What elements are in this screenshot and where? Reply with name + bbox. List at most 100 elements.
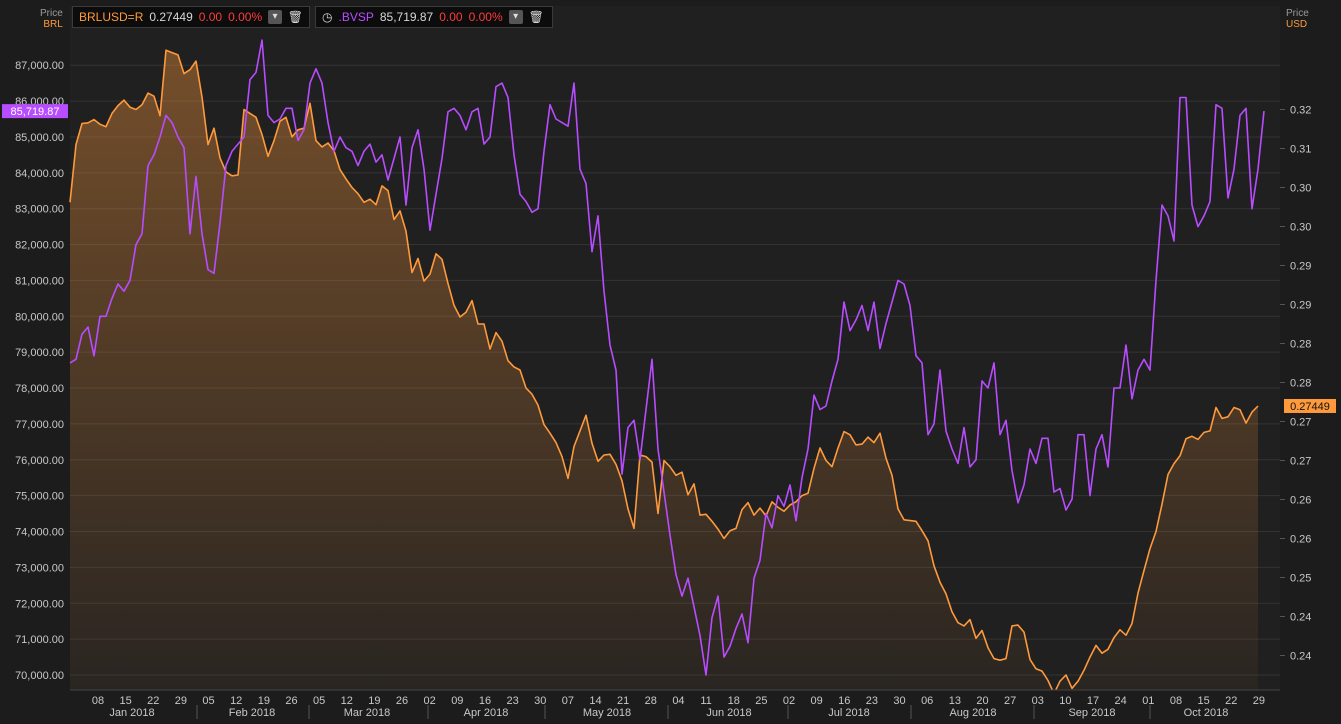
left-tick-label: 76,000.00	[15, 455, 64, 467]
right-tick-label: 0.27	[1290, 417, 1311, 429]
legend-bvsp-change-pct: 0.00%	[468, 10, 503, 24]
legend-bvsp-change: 0.00	[439, 10, 463, 24]
bvsp-series	[69, 39, 1265, 676]
legend-brl-value: 0.27449	[149, 10, 193, 24]
x-day-label: 15	[120, 695, 132, 707]
x-day-label: 26	[396, 695, 408, 707]
right-tick-label: 0.32	[1290, 105, 1311, 117]
left-tick-label: 82,000.00	[15, 240, 64, 252]
trash-icon[interactable]: 🗑	[287, 10, 303, 24]
right-tick-label: 0.29	[1290, 261, 1311, 273]
x-axis-band	[70, 690, 1280, 719]
x-day-label: 09	[451, 695, 463, 707]
x-axis: 08 15 22 29 05 12 19 26 05 12 19 26 02 09 16 23 30 07 14 21…	[70, 689, 1280, 719]
x-month-label: Feb 2018	[229, 707, 275, 719]
x-day-label: 27	[1004, 695, 1016, 707]
right-tick-label: 0.29	[1290, 300, 1311, 312]
legend-brl[interactable]: BRLUSD=R 0.27449 0.00 0.00% ▾ 🗑	[72, 6, 310, 28]
trash-icon[interactable]: 🗑	[528, 10, 544, 24]
chevron-down-icon[interactable]: ▾	[268, 10, 282, 24]
left-axis-ticks: 70,000.00 71,000.00 72,000.00 73,000.00 74,0…	[15, 60, 64, 682]
x-month-label: Jul 2018	[828, 707, 870, 719]
left-tick-label: 80,000.00	[15, 311, 64, 323]
x-day-label: 07	[562, 695, 574, 707]
left-tick-label: 84,000.00	[15, 168, 64, 180]
x-day-label: 28	[645, 695, 657, 707]
brl-line	[69, 49, 1259, 695]
x-month-label: Apr 2018	[464, 707, 509, 719]
x-day-label: 16	[838, 695, 850, 707]
x-day-label: 23	[866, 695, 878, 707]
x-day-label: 15	[1197, 695, 1209, 707]
x-day-label: 25	[755, 695, 767, 707]
right-tick-label: 0.25	[1290, 573, 1311, 585]
brl-last-price-label: 0.27449	[1290, 401, 1330, 413]
x-day-label: 08	[1170, 695, 1182, 707]
legend-brl-change: 0.00	[198, 10, 223, 24]
x-day-label: 23	[506, 695, 518, 707]
x-day-label: 02	[424, 695, 436, 707]
right-tick-label: 0.31	[1290, 144, 1311, 156]
left-tick-label: 71,000.00	[15, 634, 64, 646]
x-day-label: 08	[92, 695, 104, 707]
left-tick-label: 87,000.00	[15, 60, 64, 72]
left-tick-label: 70,000.00	[15, 670, 64, 682]
x-day-label: 03	[1032, 695, 1044, 707]
x-day-label: 11	[700, 695, 711, 707]
legend-brl-symbol[interactable]: BRLUSD=R	[79, 10, 144, 24]
brl-series	[69, 49, 1259, 695]
brl-area	[70, 50, 1258, 694]
left-tick-label: 74,000.00	[15, 527, 64, 539]
right-axis-header: Price USD	[1286, 8, 1309, 30]
x-day-label: 20	[976, 695, 988, 707]
right-axis-unit: USD	[1286, 19, 1308, 30]
x-day-label: 16	[479, 695, 491, 707]
left-tick-label: 75,000.00	[15, 491, 64, 503]
right-tick-label: 0.30	[1290, 183, 1311, 195]
left-tick-label: 79,000.00	[15, 347, 64, 359]
right-axis-ticks: 0.24 0.24 0.25 0.26 0.26 0.27 0.27 0.28 0.28 0.29…	[1280, 105, 1311, 663]
left-tick-label: 78,000.00	[15, 383, 64, 395]
legend-bvsp-symbol[interactable]: .BVSP	[338, 10, 374, 24]
x-day-label: 05	[202, 695, 214, 707]
bvsp-last-price-label: 85,719.87	[11, 106, 60, 118]
x-month-label: Sep 2018	[1068, 707, 1115, 719]
left-tick-label: 85,000.00	[15, 132, 64, 144]
legend-bvsp[interactable]: ◷ .BVSP 85,719.87 0.00 0.00% ▾ 🗑	[315, 6, 553, 28]
x-month-label: Jan 2018	[109, 707, 154, 719]
right-tick-label: 0.30	[1290, 222, 1311, 234]
left-tick-label: 73,000.00	[15, 562, 64, 574]
right-tick-label: 0.27	[1290, 456, 1311, 468]
x-day-label: 26	[285, 695, 297, 707]
x-day-label: 29	[1253, 695, 1265, 707]
x-day-label: 05	[313, 695, 325, 707]
x-day-label: 09	[811, 695, 823, 707]
right-tick-label: 0.28	[1290, 378, 1311, 390]
x-day-label: 17	[1087, 695, 1099, 707]
right-tick-label: 0.26	[1290, 534, 1311, 546]
x-day-label: 30	[534, 695, 546, 707]
left-tick-label: 83,000.00	[15, 204, 64, 216]
chevron-down-icon[interactable]: ▾	[508, 10, 523, 24]
left-axis-header: Price BRL	[40, 8, 63, 30]
x-day-label: 12	[341, 695, 353, 707]
x-day-label: 13	[949, 695, 961, 707]
last-price-labels: 85,719.87 0.27449	[2, 104, 1336, 413]
x-day-label: 01	[1142, 695, 1154, 707]
x-day-label: 04	[672, 695, 684, 707]
x-month-label: Aug 2018	[949, 707, 996, 719]
x-month-label: Mar 2018	[344, 707, 390, 719]
x-day-label: 30	[893, 695, 905, 707]
x-day-label: 29	[175, 695, 187, 707]
x-day-label: 19	[368, 695, 380, 707]
x-day-label: 24	[1115, 695, 1127, 707]
x-day-label: 06	[921, 695, 933, 707]
left-tick-label: 77,000.00	[15, 419, 64, 431]
bvsp-line	[69, 39, 1265, 676]
right-tick-label: 0.24	[1290, 612, 1311, 624]
legend-bvsp-value: 85,719.87	[379, 10, 434, 24]
x-day-label: 14	[589, 695, 601, 707]
legend-brl-change-pct: 0.00%	[228, 10, 263, 24]
